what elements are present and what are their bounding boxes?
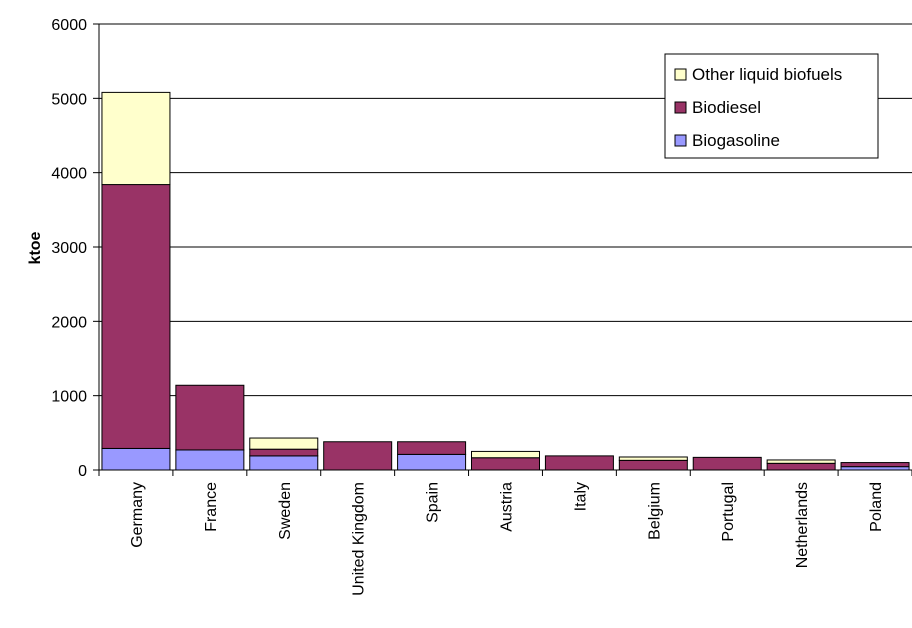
bar-segment-other-liquid-biofuels-netherlands [766, 459, 836, 464]
legend: Other liquid biofuels Biodiesel Biogasolin… [664, 53, 879, 159]
bar-segment-other-liquid-biofuels-germany [101, 91, 171, 186]
legend-box [664, 53, 879, 159]
y-tick-label: 4000 [51, 166, 87, 183]
bar-segment-biodiesel-netherlands [766, 462, 836, 471]
x-tick-label: Belgium [646, 482, 663, 540]
x-tick-label: United Kingdom [351, 482, 368, 596]
x-tick-labels: Germany France Sweden United Kingdom Spain Au… [129, 482, 885, 596]
bar-segment-biodiesel-sweden [249, 448, 319, 457]
y-axis-label: ktoe [27, 231, 44, 264]
bar-segment-biogasoline-france [175, 449, 245, 471]
bar-segment-biodiesel-austria [471, 457, 540, 471]
y-tick-label: 1000 [51, 389, 87, 406]
legend-label: Biogasoline [692, 131, 780, 150]
x-tick-label: Sweden [277, 482, 294, 540]
x-tick-label: Portugal [720, 482, 737, 542]
bar-segment-biogasoline-spain [397, 453, 467, 471]
bar-segment-biogasoline-germany [101, 447, 171, 471]
y-tick-label: 5000 [51, 91, 87, 108]
x-tick-label: Austria [499, 482, 516, 532]
legend-swatch [674, 101, 687, 114]
bar-segment-biodiesel-france [175, 384, 245, 451]
x-tick-label: Netherlands [794, 482, 811, 568]
bar-segment-biogasoline-sweden [249, 455, 319, 471]
x-tick-label: Spain [425, 482, 442, 523]
x-tick-label: Poland [868, 482, 885, 532]
bar-segment-biodiesel-portugal [692, 456, 762, 471]
bars [101, 91, 910, 471]
bar-segment-biogasoline-poland [840, 466, 910, 471]
y-tick-label: 0 [78, 463, 87, 480]
legend-swatch [674, 134, 687, 147]
bar-segment-other-liquid-biofuels-sweden [249, 437, 319, 450]
y-tick-labels: 0 1000 2000 3000 4000 5000 6000 [51, 17, 87, 480]
x-tick-label: Germany [129, 482, 146, 548]
y-tick-label: 6000 [51, 17, 87, 34]
y-tick-label: 2000 [51, 314, 87, 331]
legend-label: Biodiesel [692, 98, 761, 117]
bar-segment-biodiesel-united-kingdom [323, 441, 393, 471]
bar-segment-biodiesel-poland [840, 462, 910, 468]
gridlines [99, 23, 912, 397]
x-tick-label: Italy [572, 482, 589, 511]
bar-segment-other-liquid-biofuels-belgium [618, 456, 688, 461]
bar-segment-biodiesel-germany [101, 184, 171, 449]
y-tick-label: 3000 [51, 240, 87, 257]
bar-segment-biodiesel-italy [544, 455, 614, 471]
axes [93, 23, 912, 476]
bar-segment-other-liquid-biofuels-austria [471, 450, 540, 459]
legend-label: Other liquid biofuels [692, 65, 842, 84]
bar-segment-biodiesel-spain [397, 441, 467, 455]
x-tick-label: France [203, 482, 220, 532]
legend-swatch [674, 68, 687, 81]
bar-segment-biodiesel-belgium [618, 459, 688, 471]
